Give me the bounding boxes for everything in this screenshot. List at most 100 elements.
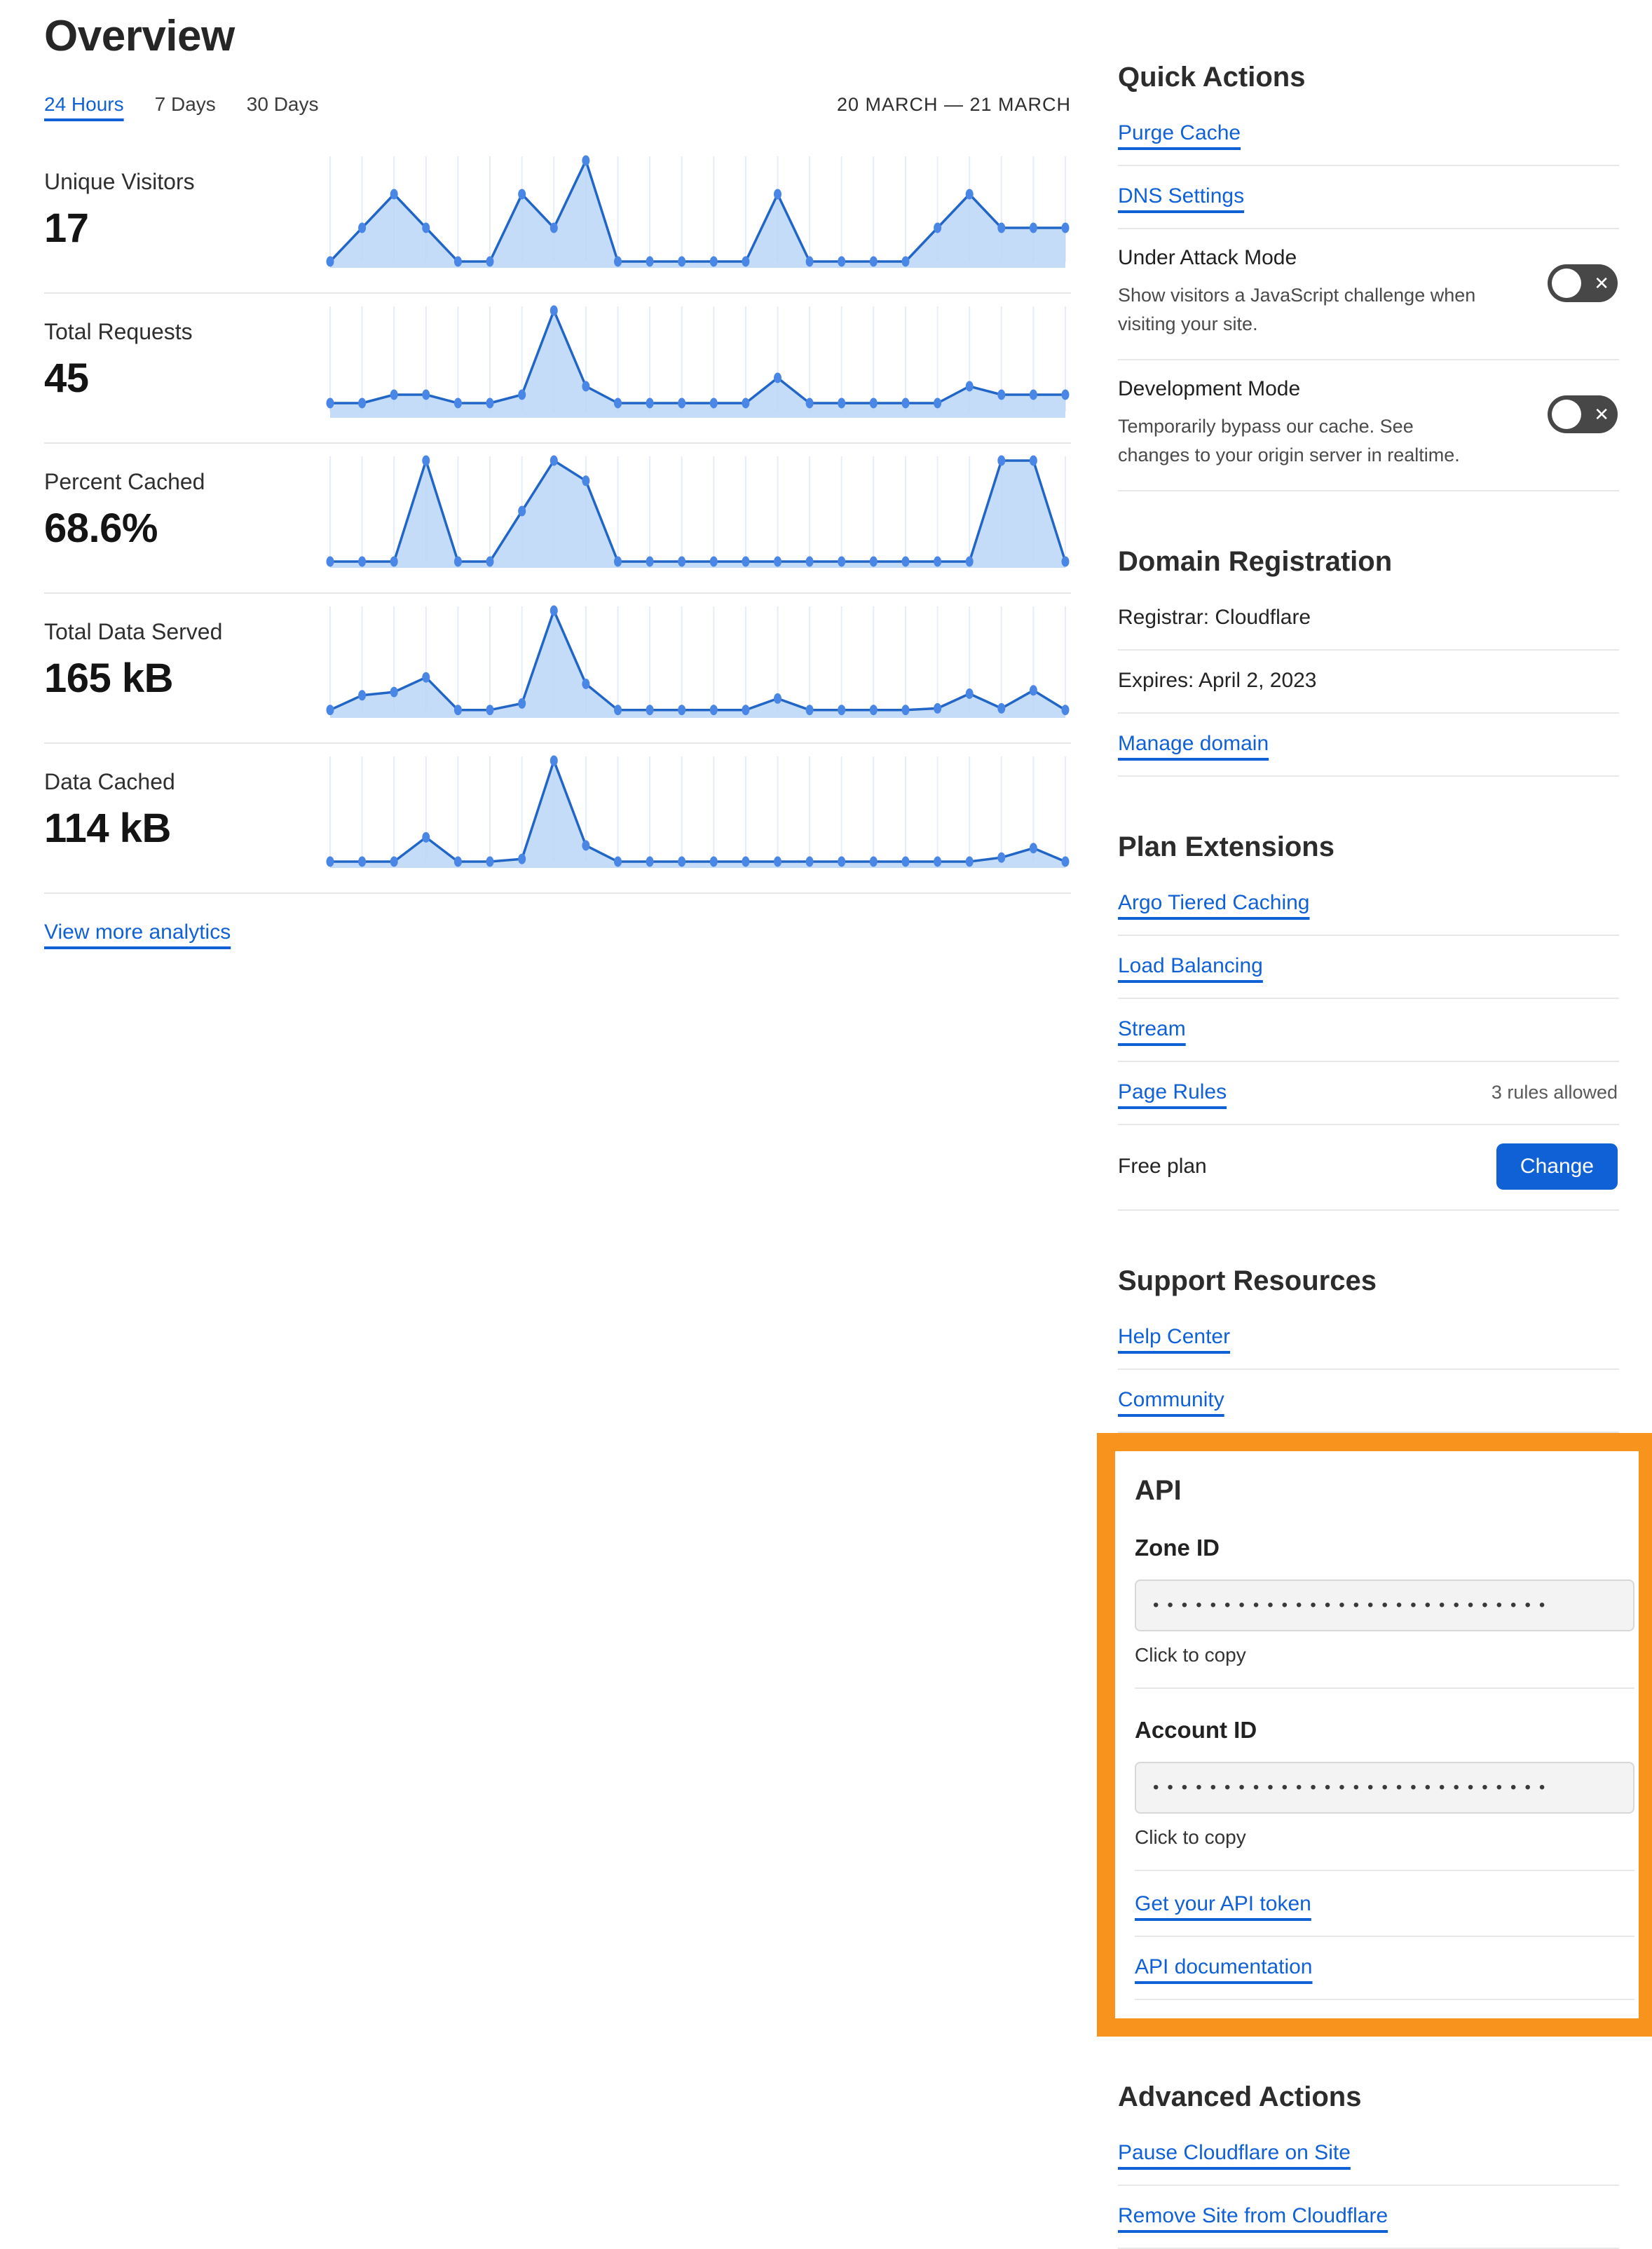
zone-id-masked-value: •••••••••••••••••••••••••••• xyxy=(1153,1596,1554,1615)
chart-label: Data Cached xyxy=(44,769,175,794)
chart-label: Unique Visitors xyxy=(44,169,195,194)
api-token-row: Get your API token xyxy=(1135,1874,1634,1937)
account-id-label: Account ID xyxy=(1135,1717,1257,1743)
advanced-actions-section: Advanced Actions Pause Cloudflare on Sit… xyxy=(1118,2081,1619,2249)
domain-registration-title: Domain Registration xyxy=(1118,546,1393,577)
development-mode-toggle[interactable]: ✕ xyxy=(1548,395,1618,433)
chart-meta: Data Cached 114 kB xyxy=(44,744,325,892)
analytics-charts: Unique Visitors 17 Total Requests 45 Per… xyxy=(44,144,1071,894)
date-range-label: 20 MARCH — 21 MARCH xyxy=(836,94,1071,115)
chart-value: 17 xyxy=(44,205,89,251)
help-center-link[interactable]: Help Center xyxy=(1118,1325,1231,1348)
purge-cache-link[interactable]: Purge Cache xyxy=(1118,121,1241,144)
zone-id-copy-hint: Click to copy xyxy=(1135,1631,1634,1689)
chart-meta: Percent Cached 68.6% xyxy=(44,444,325,592)
pause-cloudflare-link[interactable]: Pause Cloudflare on Site xyxy=(1118,2141,1351,2164)
argo-tiered-caching-row: Argo Tiered Caching xyxy=(1118,873,1619,936)
under-attack-mode-description: Show visitors a JavaScript challenge whe… xyxy=(1118,285,1476,334)
chart-value: 68.6% xyxy=(44,505,158,551)
remove-site-row: Remove Site from Cloudflare xyxy=(1118,2186,1619,2249)
plan-row: Free plan Change xyxy=(1118,1125,1619,1211)
sparkline-data-cached xyxy=(325,744,1071,894)
time-range-toolbar: 24 Hours 7 Days 30 Days 20 MARCH — 21 MA… xyxy=(44,93,1071,116)
current-plan-label: Free plan xyxy=(1118,1155,1207,1178)
account-id-field[interactable]: •••••••••••••••••••••••••••• xyxy=(1135,1762,1634,1814)
remove-site-link[interactable]: Remove Site from Cloudflare xyxy=(1118,2204,1388,2227)
advanced-actions-title: Advanced Actions xyxy=(1118,2081,1362,2112)
registrar-row: Registrar: Cloudflare xyxy=(1118,587,1619,651)
plan-extensions-title: Plan Extensions xyxy=(1118,831,1334,862)
api-title: API xyxy=(1135,1475,1182,1506)
domain-registration-section: Domain Registration Registrar: Cloudflar… xyxy=(1118,546,1619,777)
page-rules-row: Page Rules 3 rules allowed xyxy=(1118,1062,1619,1125)
chart-label: Total Data Served xyxy=(44,619,223,644)
registrar-info: Registrar: Cloudflare xyxy=(1118,606,1311,629)
stream-row: Stream xyxy=(1118,999,1619,1062)
zone-id-field[interactable]: •••••••••••••••••••••••••••• xyxy=(1135,1579,1634,1631)
sparkline-unique-visitors xyxy=(325,144,1071,294)
sparkline-total-data-served xyxy=(325,594,1071,744)
tab-30-days[interactable]: 30 Days xyxy=(246,93,319,115)
zone-id-label: Zone ID xyxy=(1135,1535,1220,1561)
quick-actions-section: Quick Actions Purge Cache DNS Settings U… xyxy=(1118,62,1619,491)
api-links: Get your API token API documentation xyxy=(1135,1874,1634,2000)
chart-row-unique-visitors: Unique Visitors 17 xyxy=(44,144,1071,294)
chart-value: 165 kB xyxy=(44,655,174,701)
pause-cloudflare-row: Pause Cloudflare on Site xyxy=(1118,2123,1619,2186)
time-range-tabs: 24 Hours 7 Days 30 Days xyxy=(44,93,319,116)
toggle-knob xyxy=(1552,269,1581,298)
manage-domain-row: Manage domain xyxy=(1118,714,1619,777)
argo-tiered-caching-link[interactable]: Argo Tiered Caching xyxy=(1118,891,1310,914)
chart-meta: Total Requests 45 xyxy=(44,294,325,442)
change-plan-button[interactable]: Change xyxy=(1496,1143,1618,1190)
under-attack-mode-toggle[interactable]: ✕ xyxy=(1548,264,1618,302)
development-mode-row: Development Mode Temporarily bypass our … xyxy=(1118,360,1619,491)
tab-7-days[interactable]: 7 Days xyxy=(154,93,216,115)
sparkline-percent-cached xyxy=(325,444,1071,594)
sparkline-total-requests xyxy=(325,294,1071,444)
page-title: Overview xyxy=(44,12,235,60)
api-documentation-row: API documentation xyxy=(1135,1937,1634,2000)
dns-settings-link[interactable]: DNS Settings xyxy=(1118,184,1245,208)
chart-value: 114 kB xyxy=(44,806,171,851)
under-attack-mode-label: Under Attack Mode xyxy=(1118,246,1297,269)
under-attack-mode-row: Under Attack Mode Show visitors a JavaSc… xyxy=(1118,229,1619,360)
development-mode-label: Development Mode xyxy=(1118,377,1301,400)
chart-meta: Total Data Served 165 kB xyxy=(44,594,325,742)
chart-row-percent-cached: Percent Cached 68.6% xyxy=(44,444,1071,594)
api-section-highlighted: API Zone ID ••••••••••••••••••••••••••••… xyxy=(1097,1433,1652,2037)
community-row: Community xyxy=(1118,1370,1619,1433)
get-api-token-link[interactable]: Get your API token xyxy=(1135,1892,1311,1915)
page-rules-allowance: 3 rules allowed xyxy=(1491,1081,1618,1103)
account-id-copy-hint: Click to copy xyxy=(1135,1814,1634,1871)
manage-domain-link[interactable]: Manage domain xyxy=(1118,732,1269,755)
toggle-off-x-icon: ✕ xyxy=(1594,273,1609,294)
view-more-analytics-link[interactable]: View more analytics xyxy=(44,920,231,944)
chart-meta: Unique Visitors 17 xyxy=(44,144,325,292)
load-balancing-link[interactable]: Load Balancing xyxy=(1118,954,1263,977)
expires-row: Expires: April 2, 2023 xyxy=(1118,651,1619,714)
expiry-info: Expires: April 2, 2023 xyxy=(1118,669,1317,692)
chart-row-total-requests: Total Requests 45 xyxy=(44,294,1071,444)
support-resources-section: Support Resources Help Center Community xyxy=(1118,1265,1619,1433)
chart-value: 45 xyxy=(44,355,89,401)
tab-24-hours[interactable]: 24 Hours xyxy=(44,93,124,115)
help-center-row: Help Center xyxy=(1118,1307,1619,1370)
account-id-masked-value: •••••••••••••••••••••••••••• xyxy=(1153,1778,1554,1797)
dns-settings-row: DNS Settings xyxy=(1118,166,1619,229)
chart-label: Total Requests xyxy=(44,319,193,344)
analytics-main: Overview 24 Hours 7 Days 30 Days 20 MARC… xyxy=(44,12,1071,944)
under-attack-mode-text: Under Attack Mode Show visitors a JavaSc… xyxy=(1118,246,1482,338)
development-mode-description: Temporarily bypass our cache. See change… xyxy=(1118,416,1460,466)
chart-row-data-cached: Data Cached 114 kB xyxy=(44,744,1071,894)
community-link[interactable]: Community xyxy=(1118,1388,1224,1411)
page-rules-link[interactable]: Page Rules xyxy=(1118,1080,1227,1103)
support-resources-title: Support Resources xyxy=(1118,1265,1377,1296)
toggle-knob xyxy=(1552,400,1581,429)
api-documentation-link[interactable]: API documentation xyxy=(1135,1955,1313,1978)
plan-extensions-section: Plan Extensions Argo Tiered Caching Load… xyxy=(1118,831,1619,1211)
stream-link[interactable]: Stream xyxy=(1118,1017,1186,1040)
toggle-off-x-icon: ✕ xyxy=(1594,404,1609,425)
load-balancing-row: Load Balancing xyxy=(1118,936,1619,999)
